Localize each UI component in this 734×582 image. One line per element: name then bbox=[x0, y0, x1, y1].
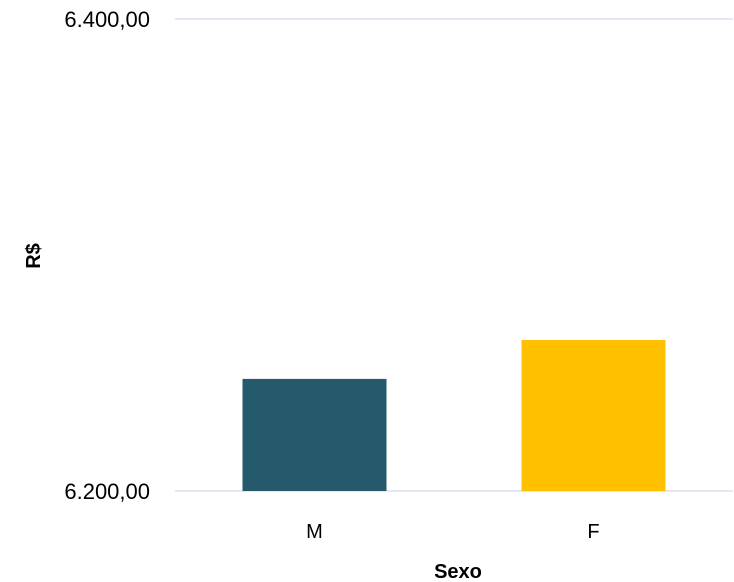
y-axis-ticks: 6.200,00 6.400,00 bbox=[64, 7, 150, 504]
x-axis-title: Sexo bbox=[434, 561, 482, 582]
bar-m bbox=[242, 378, 387, 491]
y-axis-title: R$ bbox=[23, 243, 45, 269]
bars bbox=[242, 339, 666, 491]
x-category-label: F bbox=[587, 521, 599, 543]
y-tick-label: 6.200,00 bbox=[64, 479, 150, 504]
y-tick-label: 6.400,00 bbox=[64, 7, 150, 32]
bar-f bbox=[521, 339, 666, 491]
x-category-label: M bbox=[306, 521, 323, 543]
